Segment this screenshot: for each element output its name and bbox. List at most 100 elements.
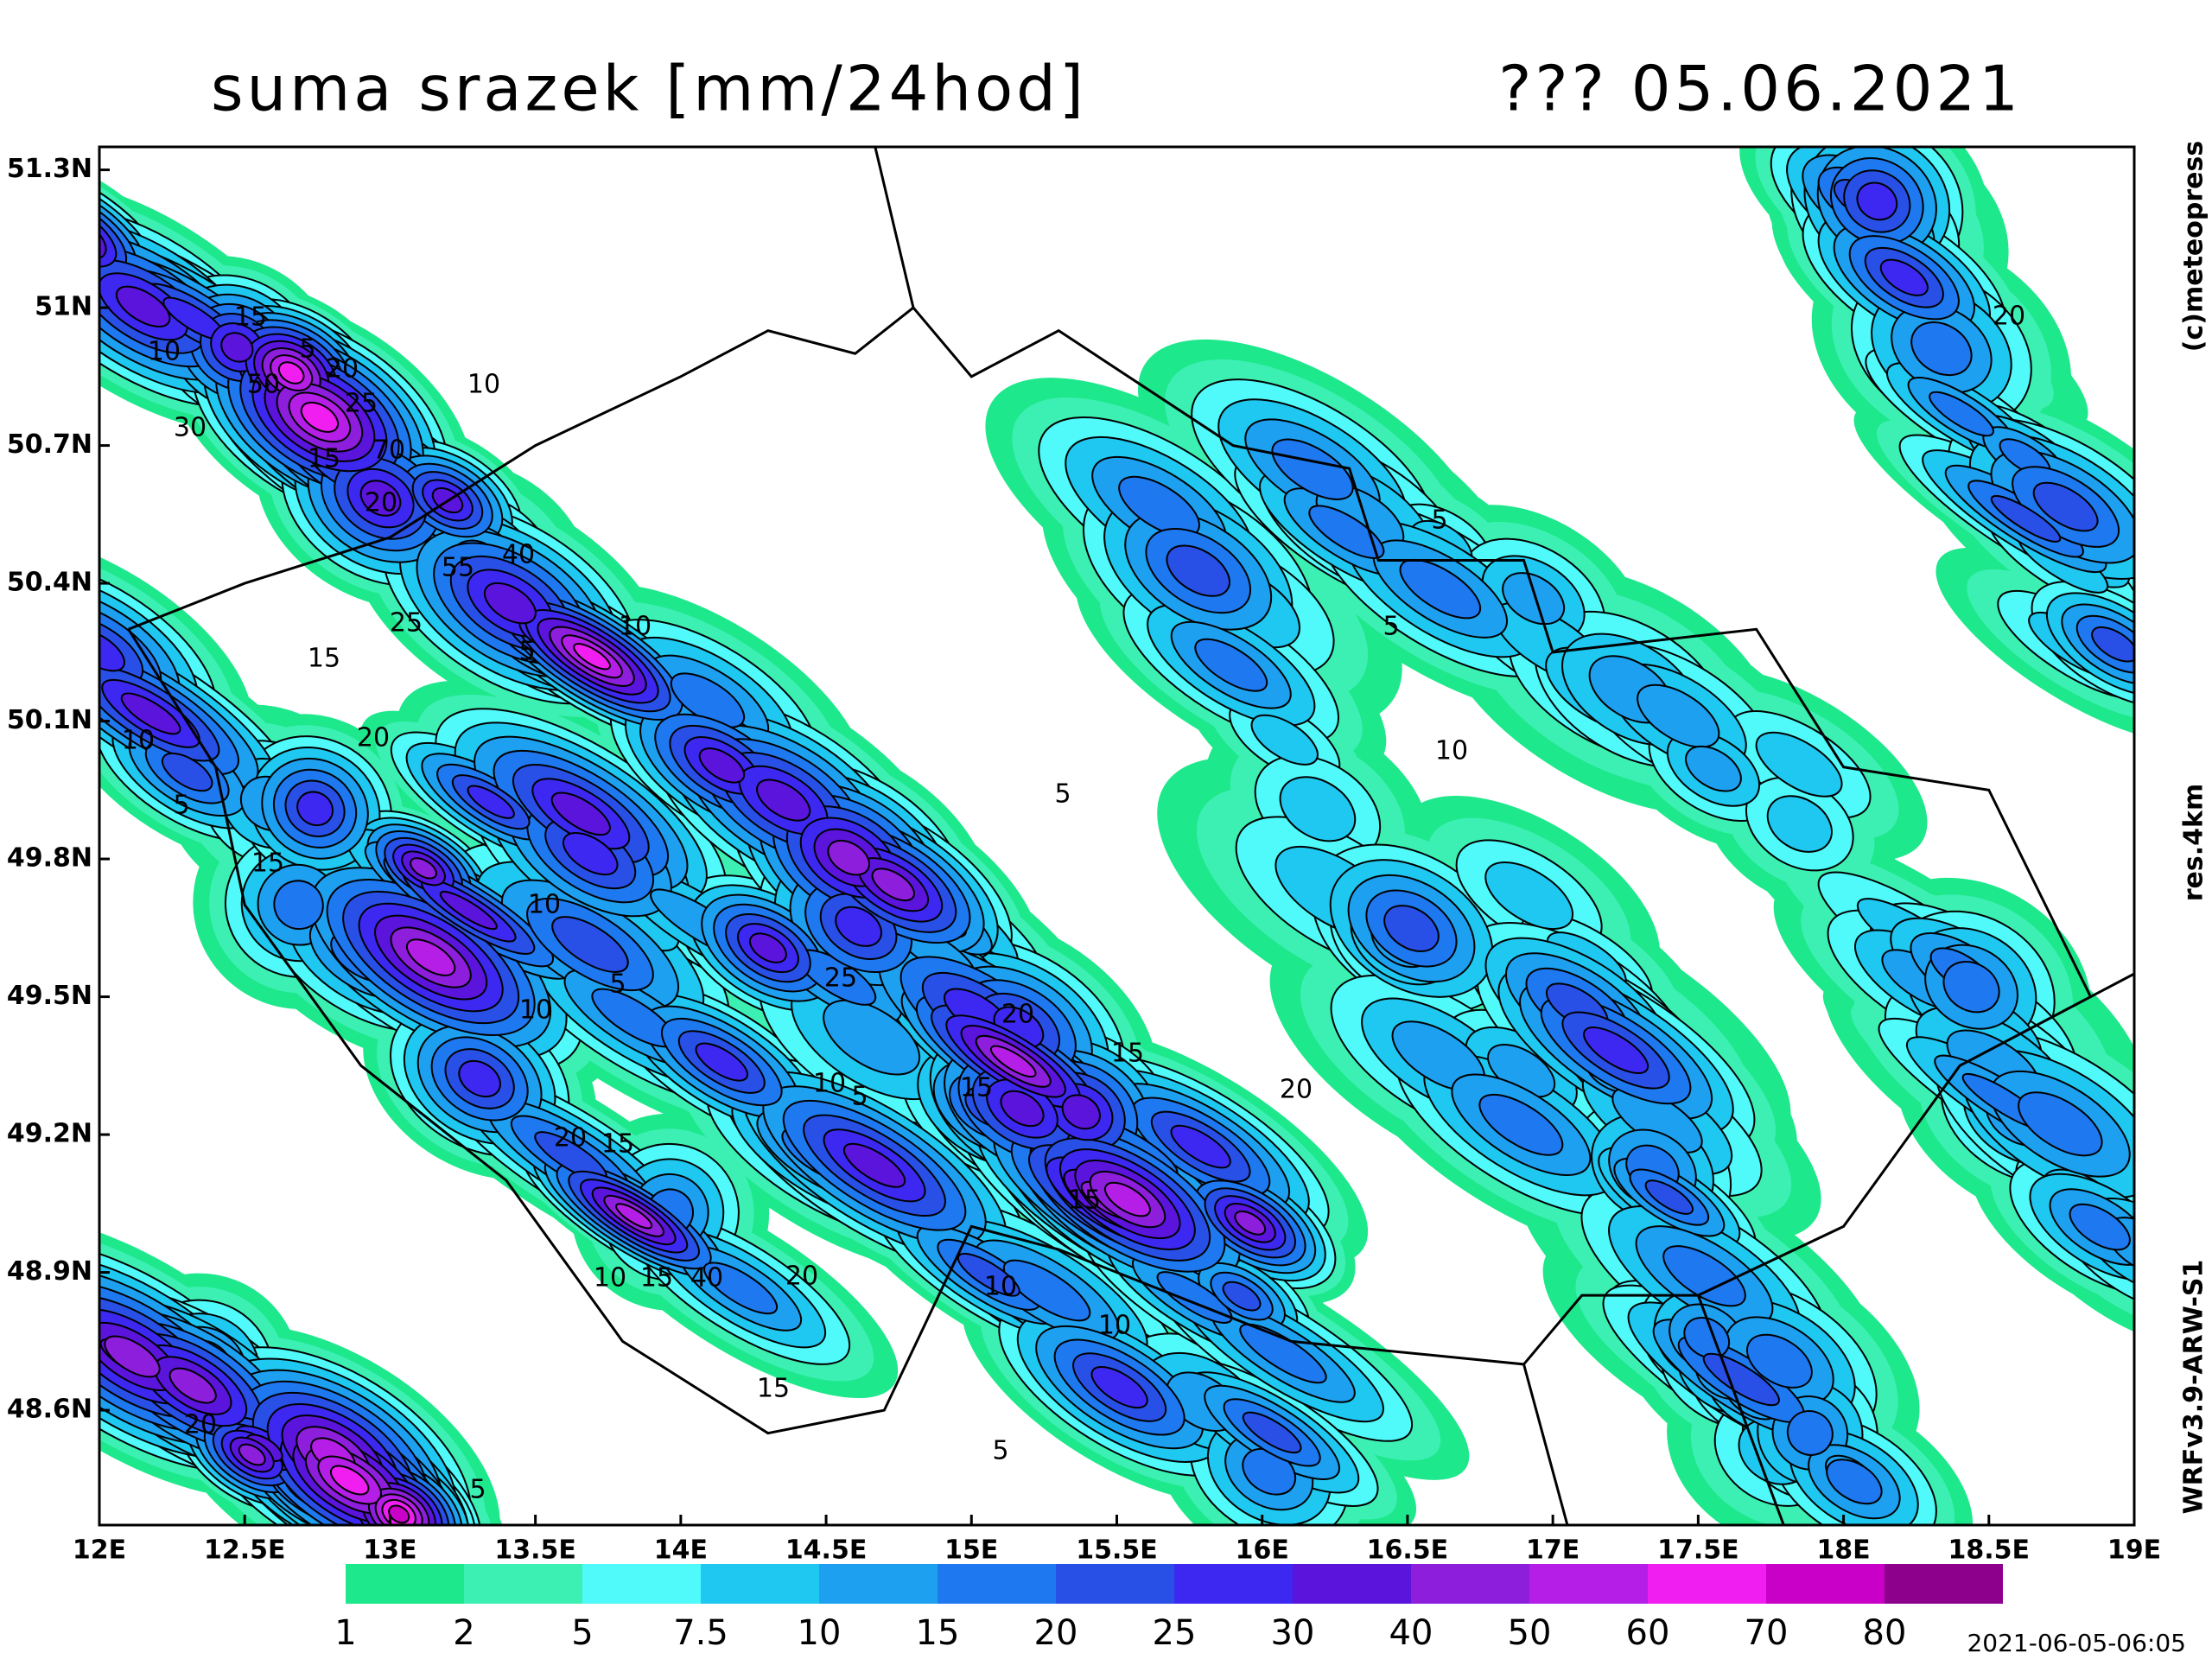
precip-contour — [756, 779, 811, 822]
precip-contour — [273, 880, 324, 931]
lon-tick-label: 17.5E — [1657, 1535, 1739, 1566]
precip-contour — [1103, 1181, 1151, 1217]
contour-label: 70 — [372, 435, 405, 466]
precip-contour — [1990, 494, 2062, 543]
contour-label: 10 — [984, 1272, 1017, 1302]
precip-contour — [2091, 626, 2134, 663]
lat-tick-label: 50.4N — [7, 568, 92, 598]
precip-contour — [871, 868, 915, 902]
contour-label: 5 — [1382, 612, 1399, 642]
precip-contour — [120, 692, 181, 735]
contour-label: 5 — [992, 1436, 1008, 1466]
precip-contour — [1118, 475, 1200, 537]
contour-label: 20 — [785, 1262, 818, 1292]
contour-label: 10 — [813, 1069, 846, 1099]
precip-contour — [1090, 1365, 1148, 1409]
side-label: res.4km — [2179, 784, 2209, 901]
contour-label: 20 — [184, 1410, 217, 1440]
precip-contour — [695, 1042, 749, 1082]
precip-contour — [989, 1045, 1037, 1078]
lon-tick-label: 12E — [73, 1535, 126, 1566]
colorbar-label: 7.5 — [673, 1613, 728, 1653]
contour-label: 25 — [345, 389, 378, 419]
precip-contour — [550, 791, 611, 836]
colorbar-swatch — [1529, 1564, 1648, 1604]
lon-tick-label: 14E — [654, 1535, 708, 1566]
lon-tick-label: 18.5E — [1948, 1535, 2031, 1566]
colorbar-label: 5 — [571, 1613, 593, 1653]
precip-contour — [2018, 1091, 2103, 1157]
precip-contour — [99, 198, 118, 268]
colorbar-swatch — [1411, 1564, 1529, 1604]
precip-contour — [1234, 1210, 1267, 1236]
country-border — [1696, 1294, 1785, 1525]
colorbar-swatch — [1766, 1564, 1885, 1604]
precip-contour — [168, 1367, 217, 1404]
lat-tick-label: 50.1N — [7, 705, 92, 735]
contour-label: 15 — [640, 1263, 673, 1294]
contour-label: 15 — [234, 302, 267, 333]
date: ??? 05.06.2021 — [1498, 53, 2022, 125]
contour-label: 20 — [365, 488, 397, 518]
country-border — [2089, 972, 2134, 998]
colorbar-swatch — [346, 1564, 464, 1604]
colorbar-label: 30 — [1271, 1613, 1315, 1653]
lon-tick-label: 15E — [944, 1535, 998, 1566]
colorbar-swatch — [1648, 1564, 1766, 1604]
precip-contour — [2069, 1203, 2131, 1251]
precip-contour — [698, 747, 746, 784]
precip-contour — [835, 906, 882, 947]
precip-contour — [1662, 1245, 1746, 1307]
precip-contour — [615, 1203, 653, 1230]
contour-label: 15 — [601, 1129, 634, 1160]
precip-contour — [1685, 745, 1742, 792]
precip-contour — [1222, 1281, 1262, 1312]
precip-contour — [467, 785, 515, 819]
contour-label: 50 — [247, 370, 280, 400]
precip-contour — [439, 890, 498, 931]
colorbar-label: 40 — [1389, 1613, 1433, 1653]
precip-contour — [1002, 1259, 1091, 1322]
precip-contour — [1826, 1459, 1883, 1505]
contour-label: 10 — [1098, 1311, 1131, 1341]
precip-contour — [1194, 638, 1268, 692]
country-border — [874, 147, 915, 308]
precip-contour — [483, 582, 537, 625]
colorbar-swatch — [819, 1564, 938, 1604]
colorbar-swatch — [938, 1564, 1056, 1604]
precip-contour — [1271, 438, 1354, 500]
contour-label: 5 — [299, 334, 315, 365]
colorbar-swatch — [1056, 1564, 1174, 1604]
colorbar-label: 50 — [1508, 1613, 1552, 1653]
lon-tick-label: 17E — [1526, 1535, 1580, 1566]
precip-contour — [300, 401, 340, 433]
lon-tick-label: 16E — [1236, 1535, 1289, 1566]
lat-tick-label: 49.2N — [7, 1119, 92, 1149]
contour-label: 20 — [554, 1123, 587, 1154]
precip-contour — [1061, 1094, 1101, 1130]
lat-tick-label: 49.8N — [7, 843, 92, 874]
lat-tick-label: 48.9N — [7, 1256, 92, 1287]
contour-label: 10 — [467, 370, 500, 400]
precip-contour — [823, 999, 921, 1076]
precip-contour — [1478, 1093, 1564, 1156]
lat-tick-label: 49.5N — [7, 981, 92, 1011]
colorbar-label: 70 — [1745, 1613, 1789, 1653]
precip-contour — [1583, 1027, 1649, 1074]
lat-tick-label: 51.3N — [7, 154, 92, 184]
colorbar-label: 2 — [453, 1613, 474, 1653]
contour-label: 15 — [1068, 1185, 1101, 1216]
colorbar-swatch — [1293, 1564, 1411, 1604]
precip-contour — [1242, 1411, 1302, 1454]
contour-label: 15 — [308, 444, 340, 474]
contour-label: 10 — [122, 726, 155, 756]
colorbar-swatch — [464, 1564, 582, 1604]
contour-label: 5 — [1054, 779, 1071, 810]
contour-label: 20 — [1280, 1075, 1313, 1105]
lat-tick-label: 50.7N — [7, 429, 92, 460]
contour-label: 40 — [502, 540, 535, 570]
contour-label: 10 — [619, 612, 652, 642]
lon-tick-label: 14.5E — [785, 1535, 868, 1566]
precip-contour — [827, 839, 870, 876]
colorbar-label: 1 — [334, 1613, 356, 1653]
